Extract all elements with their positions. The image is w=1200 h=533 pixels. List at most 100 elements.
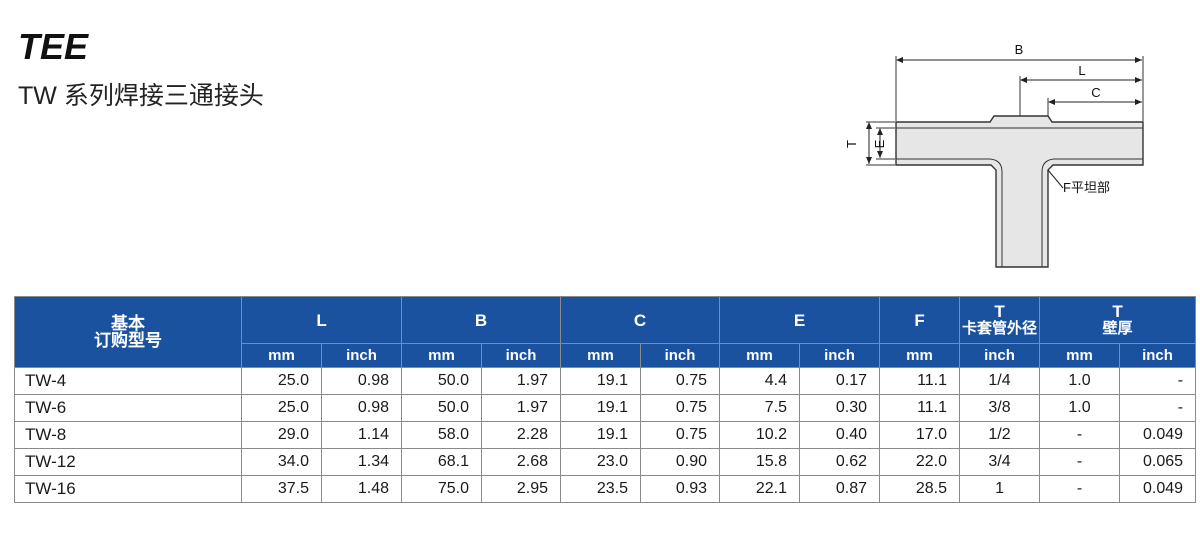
label-e: E (872, 139, 887, 148)
table-cell: 7.5 (719, 394, 801, 422)
table-cell: 0.049 (1119, 421, 1197, 449)
table-cell: 1.0 (1039, 394, 1121, 422)
table-row: TW-6 25.0 0.98 50.0 1.97 19.1 0.75 7.5 0… (14, 394, 1197, 422)
table-header-row: 基本 订购型号 L B C E F T 卡套管外径 T 壁厚 (14, 296, 1197, 368)
table-cell: 2.68 (481, 448, 562, 476)
table-cell: - (1039, 475, 1121, 503)
table-cell: - (1119, 394, 1197, 422)
table-cell: 28.5 (879, 475, 961, 503)
table-cell: 0.049 (1119, 475, 1197, 503)
unit-cell: mm (241, 343, 322, 368)
table-cell: 0.75 (640, 367, 721, 395)
table-cell: 11.1 (879, 394, 961, 422)
table-cell: 29.0 (241, 421, 322, 449)
table-cell: 2.95 (481, 475, 562, 503)
label-f: F平坦部 (1063, 180, 1110, 195)
table-cell: 1.97 (481, 367, 562, 395)
table-cell: 19.1 (560, 367, 642, 395)
header-c: C (560, 296, 721, 344)
unit-cell: mm (401, 343, 483, 368)
header-l: L (240, 296, 403, 344)
table-cell: 0.75 (640, 394, 721, 422)
page-subtitle: TW 系列焊接三通接头 (18, 82, 264, 110)
header-t-wall-label: T (1112, 302, 1123, 321)
cell-model: TW-6 (14, 394, 242, 422)
table-cell: 19.1 (560, 394, 642, 422)
table-cell: 0.40 (799, 421, 881, 449)
tee-dimension-diagram: B L C T E F平坦部 (844, 42, 1144, 268)
table-cell: 3/8 (959, 394, 1041, 422)
page-title: TEE (18, 26, 89, 67)
header-b: B (401, 296, 562, 344)
table-cell: 19.1 (560, 421, 642, 449)
table-cell: 1.34 (320, 448, 403, 476)
unit-cell: inch (481, 343, 562, 368)
table-cell: 25.0 (241, 394, 322, 422)
table-cell: 25.0 (241, 367, 322, 395)
header-t-od-sub: 卡套管外径 (962, 320, 1038, 337)
table-cell: 15.8 (719, 448, 801, 476)
unit-cell: mm (1039, 343, 1121, 368)
table-cell: 68.1 (401, 448, 483, 476)
table-cell: 23.5 (560, 475, 642, 503)
cell-model: TW-12 (14, 448, 242, 476)
table-cell: 22.0 (879, 448, 961, 476)
unit-cell: inch (640, 343, 721, 368)
table-cell: 37.5 (241, 475, 322, 503)
table-cell: 0.75 (640, 421, 721, 449)
table-cell: 0.065 (1119, 448, 1197, 476)
table-cell: 50.0 (401, 394, 483, 422)
table-cell: 23.0 (560, 448, 642, 476)
table-cell: 22.1 (719, 475, 801, 503)
header-t-od-label: T (994, 302, 1005, 321)
header-t-od: T 卡套管外径 (959, 296, 1041, 344)
table-cell: 17.0 (879, 421, 961, 449)
unit-cell: inch (799, 343, 881, 368)
table-cell: 1 (959, 475, 1041, 503)
table-cell: - (1039, 448, 1121, 476)
cell-model: TW-4 (14, 367, 242, 395)
label-t: T (844, 140, 859, 148)
unit-cell: inch (1119, 343, 1197, 368)
table-cell: 58.0 (401, 421, 483, 449)
table-cell: 0.98 (320, 394, 403, 422)
table-cell: 1.48 (320, 475, 403, 503)
table-cell: 10.2 (719, 421, 801, 449)
table-row: TW-8 29.0 1.14 58.0 2.28 19.1 0.75 10.2 … (14, 421, 1197, 449)
table-cell: 75.0 (401, 475, 483, 503)
table-cell: 1/4 (959, 367, 1041, 395)
spec-table: 基本 订购型号 L B C E F T 卡套管外径 T 壁厚 mm inch m… (14, 296, 1197, 503)
label-l: L (1078, 63, 1085, 78)
table-cell: 4.4 (719, 367, 801, 395)
label-b: B (1015, 42, 1024, 57)
table-cell: 3/4 (959, 448, 1041, 476)
table-cell: 1.14 (320, 421, 403, 449)
unit-cell: mm (560, 343, 642, 368)
unit-cell: mm (719, 343, 801, 368)
table-cell: 0.62 (799, 448, 881, 476)
table-cell: 1/2 (959, 421, 1041, 449)
header-t-wall-sub: 壁厚 (1102, 320, 1133, 337)
table-cell: 1.0 (1039, 367, 1121, 395)
label-c: C (1091, 85, 1100, 100)
tee-body (895, 115, 1144, 268)
table-cell: 2.28 (481, 421, 562, 449)
table-cell: 0.98 (320, 367, 403, 395)
table-cell: - (1039, 421, 1121, 449)
table-cell: 0.30 (799, 394, 881, 422)
header-t-wall: T 壁厚 (1039, 296, 1197, 344)
header-model: 基本 订购型号 (14, 296, 242, 368)
unit-cell: inch (320, 343, 403, 368)
table-cell: 0.17 (799, 367, 881, 395)
table-cell: 0.93 (640, 475, 721, 503)
header-e: E (719, 296, 881, 344)
table-row: TW-4 25.0 0.98 50.0 1.97 19.1 0.75 4.4 0… (14, 367, 1197, 395)
table-cell: - (1119, 367, 1197, 395)
table-cell: 50.0 (401, 367, 483, 395)
cell-model: TW-16 (14, 475, 242, 503)
header-model-line1: 基本 (111, 314, 145, 333)
header-model-line2: 订购型号 (94, 331, 162, 350)
table-cell: 34.0 (241, 448, 322, 476)
table-row: TW-16 37.5 1.48 75.0 2.95 23.5 0.93 22.1… (14, 475, 1197, 503)
unit-cell: inch (959, 343, 1041, 368)
